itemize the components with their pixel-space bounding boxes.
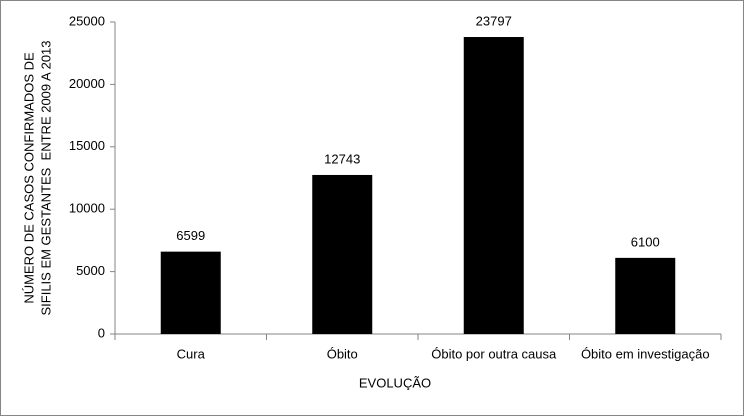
y-axis-label: SIFILIS EM GESTANTES ENTRE 2009 A 2013	[38, 40, 53, 315]
x-axis-label: EVOLUÇÃO	[359, 375, 431, 390]
data-label: 23797	[476, 13, 512, 28]
y-tick-label: 5000	[76, 263, 105, 278]
data-label: 12743	[324, 151, 360, 166]
bar	[615, 257, 676, 334]
bar	[463, 37, 524, 335]
y-tick-label: 20000	[69, 76, 105, 91]
bar	[160, 251, 221, 334]
y-axis-label: NÚMERO DE CASOS CONFIRMADOS DE	[21, 52, 36, 304]
x-tick-label: Óbito	[327, 346, 358, 361]
x-tick-label: Óbito em investigação	[581, 346, 710, 361]
x-tick-label: Cura	[177, 346, 206, 361]
y-tick-label: 25000	[69, 13, 105, 28]
x-tick-label: Óbito por outra causa	[431, 346, 557, 361]
y-tick-label: 0	[98, 325, 105, 340]
y-tick-label: 10000	[69, 201, 105, 216]
data-label: 6100	[631, 234, 660, 249]
y-tick-label: 15000	[69, 138, 105, 153]
bar	[312, 174, 373, 334]
data-label: 6599	[176, 228, 205, 243]
